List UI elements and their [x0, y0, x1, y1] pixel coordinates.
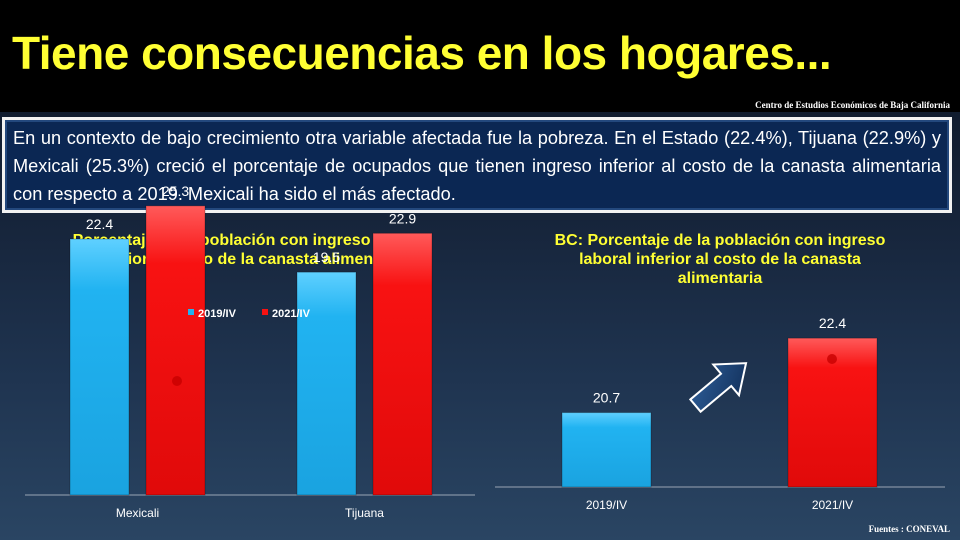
chart-1-legend-label: 2019/IV [198, 308, 237, 320]
chart-2-category-label: 2021/IV [812, 498, 853, 512]
chart-1-data-label: 25.3 [162, 183, 189, 199]
title-bar: Tiene consecuencias en los hogares... Ce… [0, 0, 960, 112]
chart-1-bar [145, 205, 206, 496]
chart-2-data-label: 22.4 [819, 315, 846, 331]
chart-1-legend-label: 2021/IV [272, 308, 311, 320]
arrow-up-right-icon [688, 362, 748, 414]
chart-1-category-label: Mexicali [116, 506, 159, 520]
chart-2-bar [561, 412, 652, 488]
chart-1-bar [296, 271, 357, 496]
chart-1-legend-swatch [188, 309, 194, 315]
chart-1-data-label: 19.5 [313, 249, 340, 265]
source-credit-top: Centro de Estudios Económicos de Baja Ca… [755, 100, 950, 110]
chart-1-bar [69, 238, 130, 496]
source-credit-bottom: Fuentes : CONEVAL [868, 524, 950, 534]
chart-2-bar-highlight [827, 354, 837, 364]
chart-2-data-label: 20.7 [593, 390, 620, 406]
chart-1-data-label: 22.9 [389, 210, 416, 226]
chart-1-legend-swatch [262, 309, 268, 315]
summary-box: En un contexto de bajo crecimiento otra … [2, 117, 952, 213]
page-title: Tiene consecuencias en los hogares... [12, 27, 832, 79]
summary-text: En un contexto de bajo crecimiento otra … [13, 128, 941, 204]
chart-1-data-label: 22.4 [86, 216, 113, 232]
chart-1-category-label: Tijuana [345, 506, 384, 520]
chart-1-bar-highlight [172, 376, 182, 386]
chart-1-bar [372, 232, 433, 496]
chart-2-title: BC: Porcentaje de la población con ingre… [554, 232, 886, 287]
chart-2-category-label: 2019/IV [586, 498, 627, 512]
